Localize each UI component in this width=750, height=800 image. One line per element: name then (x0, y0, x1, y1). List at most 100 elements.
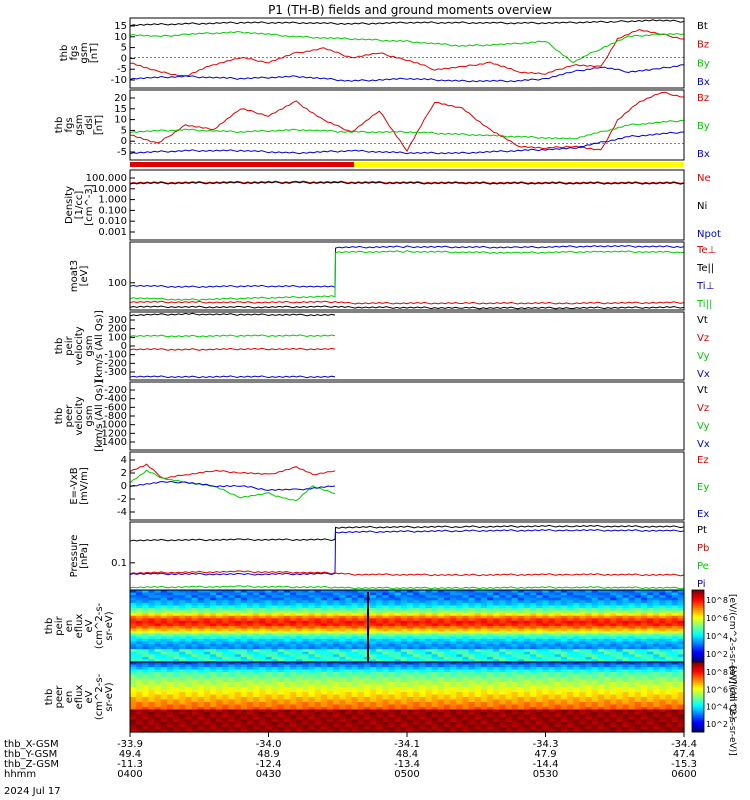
heatmap-cell (351, 674, 359, 678)
heatmap-cell (148, 717, 156, 721)
heatmap-cell (388, 727, 396, 731)
heatmap-cell (173, 669, 180, 673)
heatmap-cell (505, 636, 513, 640)
heatmap-cell (326, 615, 334, 619)
heatmap-cell (407, 729, 414, 733)
heatmap-cell (376, 664, 383, 668)
heatmap-cell (425, 592, 433, 596)
heatmap-cell (425, 620, 433, 625)
heatmap-cell (573, 702, 580, 706)
heatmap-cell (376, 727, 383, 731)
series-line-ez (129, 463, 336, 479)
heatmap-cell (265, 679, 273, 683)
heatmap-cell (536, 654, 544, 658)
heatmap-cell (474, 729, 482, 733)
heatmap-cell (616, 638, 624, 643)
heatmap-cell (290, 649, 297, 653)
heatmap-cell (296, 692, 303, 696)
heatmap-cell (591, 682, 599, 686)
heatmap-cell (265, 722, 273, 726)
heatmap-cell (296, 702, 303, 706)
heatmap-cell (610, 602, 617, 607)
heatmap-cell (296, 717, 303, 721)
heatmap-cell (136, 684, 143, 688)
heatmap-cell (277, 592, 285, 596)
heatmap-cell (628, 597, 636, 601)
heatmap-cell (185, 727, 193, 731)
heatmap-cell (308, 729, 316, 733)
heatmap-cell (407, 631, 414, 635)
heatmap-cell (468, 702, 476, 706)
heatmap-cell (511, 613, 519, 617)
heatmap-cell (425, 595, 433, 599)
heatmap-cell (400, 633, 408, 637)
heatmap-cell (148, 667, 156, 671)
y-tick-label: -800 (104, 411, 127, 422)
heatmap-cell (136, 615, 143, 619)
heatmap-cell (339, 717, 347, 721)
heatmap-cell (394, 724, 402, 728)
heatmap-cell (511, 672, 519, 676)
heatmap-cell (290, 654, 297, 658)
heatmap-cell (450, 590, 457, 594)
heatmap-cell (480, 592, 488, 596)
heatmap-cell (610, 597, 617, 601)
heatmap-cell (597, 709, 605, 713)
heatmap-cell (136, 600, 143, 604)
heatmap-cell (290, 677, 297, 681)
heatmap-cell (671, 628, 679, 632)
heatmap-cell (351, 727, 359, 731)
heatmap-cell (413, 692, 420, 696)
heatmap-cell (130, 656, 137, 661)
heatmap-cell (677, 620, 685, 625)
heatmap-cell (142, 662, 150, 666)
heatmap-cell (462, 677, 470, 681)
heatmap-cell (603, 682, 611, 686)
heatmap-cell (413, 626, 420, 630)
heatmap-cell (357, 623, 365, 627)
heatmap-cell (216, 692, 223, 696)
heatmap-cell (370, 724, 377, 728)
heatmap-cell (142, 600, 150, 604)
heatmap-cell (222, 602, 230, 607)
heatmap-cell (419, 662, 427, 666)
heatmap-cell (628, 590, 636, 594)
heatmap-cell (548, 620, 556, 625)
heatmap-cell (640, 636, 648, 640)
heatmap-cell (560, 704, 568, 708)
heatmap-cell (210, 659, 217, 663)
heatmap-cell (290, 724, 297, 728)
y-tick-label: 10 (114, 32, 127, 43)
heatmap-cell (357, 692, 365, 696)
heatmap-cell (474, 623, 482, 627)
heatmap-cell (425, 613, 433, 617)
heatmap-cell (407, 727, 414, 731)
heatmap-cell (130, 618, 137, 622)
heatmap-cell (185, 699, 193, 703)
heatmap-cell (246, 669, 254, 673)
heatmap-cell (616, 636, 624, 640)
heatmap-cell (437, 597, 445, 601)
heatmap-cell (253, 719, 260, 723)
heatmap-cell (480, 714, 488, 718)
heatmap-cell (191, 712, 199, 716)
heatmap-cell (222, 672, 230, 676)
heatmap-cell (394, 692, 402, 696)
heatmap-cell (493, 712, 500, 716)
heatmap-cell (283, 714, 291, 718)
heatmap-cell (296, 662, 303, 666)
heatmap-cell (511, 656, 519, 661)
heatmap-cell (450, 641, 457, 645)
heatmap-cell (517, 623, 525, 627)
heatmap-cell (234, 684, 242, 688)
heatmap-cell (216, 605, 223, 609)
heatmap-cell (222, 714, 230, 718)
heatmap-cell (166, 694, 174, 698)
heatmap-cell (554, 590, 562, 594)
heatmap-cell (653, 608, 660, 612)
heatmap-cell (345, 669, 353, 673)
heatmap-cell (130, 712, 137, 716)
heatmap-cell (142, 644, 150, 648)
heatmap-cell (413, 618, 420, 622)
heatmap-cell (179, 692, 186, 696)
